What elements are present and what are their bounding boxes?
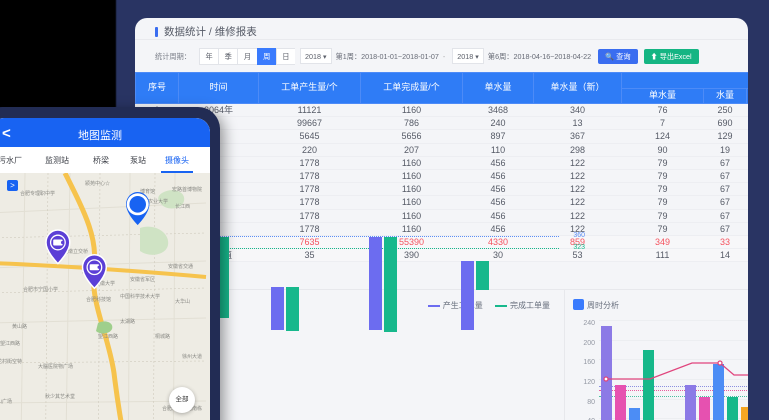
svg-text:杏花村街空特: 杏花村街空特	[0, 358, 22, 365]
svg-text:万山广场: 万山广场	[0, 398, 12, 405]
svg-text:长江西: 长江西	[175, 203, 190, 210]
svg-text:颍苑中心☆: 颍苑中心☆	[85, 180, 110, 187]
svg-text:徐州大道: 徐州大道	[182, 353, 202, 360]
svg-text:中国科学技术大学: 中国科学技术大学	[120, 293, 160, 300]
svg-text:安徽省交通: 安徽省交通	[168, 263, 193, 270]
svg-text:合肥科技馆: 合肥科技馆	[86, 296, 111, 303]
svg-text:望江西路: 望江西路	[98, 333, 118, 340]
svg-text:合肥专理职中学: 合肥专理职中学	[20, 190, 55, 197]
svg-text:大腦医院物广场: 大腦医院物广场	[38, 363, 73, 370]
svg-text:桐城路: 桐城路	[155, 333, 170, 340]
svg-text:大华山: 大华山	[175, 298, 190, 305]
svg-text:望江西路: 望江西路	[0, 340, 20, 347]
svg-text:黄山路: 黄山路	[12, 323, 27, 330]
svg-text:合肥市宁国小学: 合肥市宁国小学	[23, 286, 58, 293]
svg-text:宏路首博物院: 宏路首博物院	[172, 186, 202, 193]
svg-text:太湖路: 太湖路	[120, 318, 135, 325]
svg-text:安徽省军区: 安徽省军区	[130, 276, 155, 283]
svg-text:秋少其艺术堂: 秋少其艺术堂	[45, 393, 75, 400]
